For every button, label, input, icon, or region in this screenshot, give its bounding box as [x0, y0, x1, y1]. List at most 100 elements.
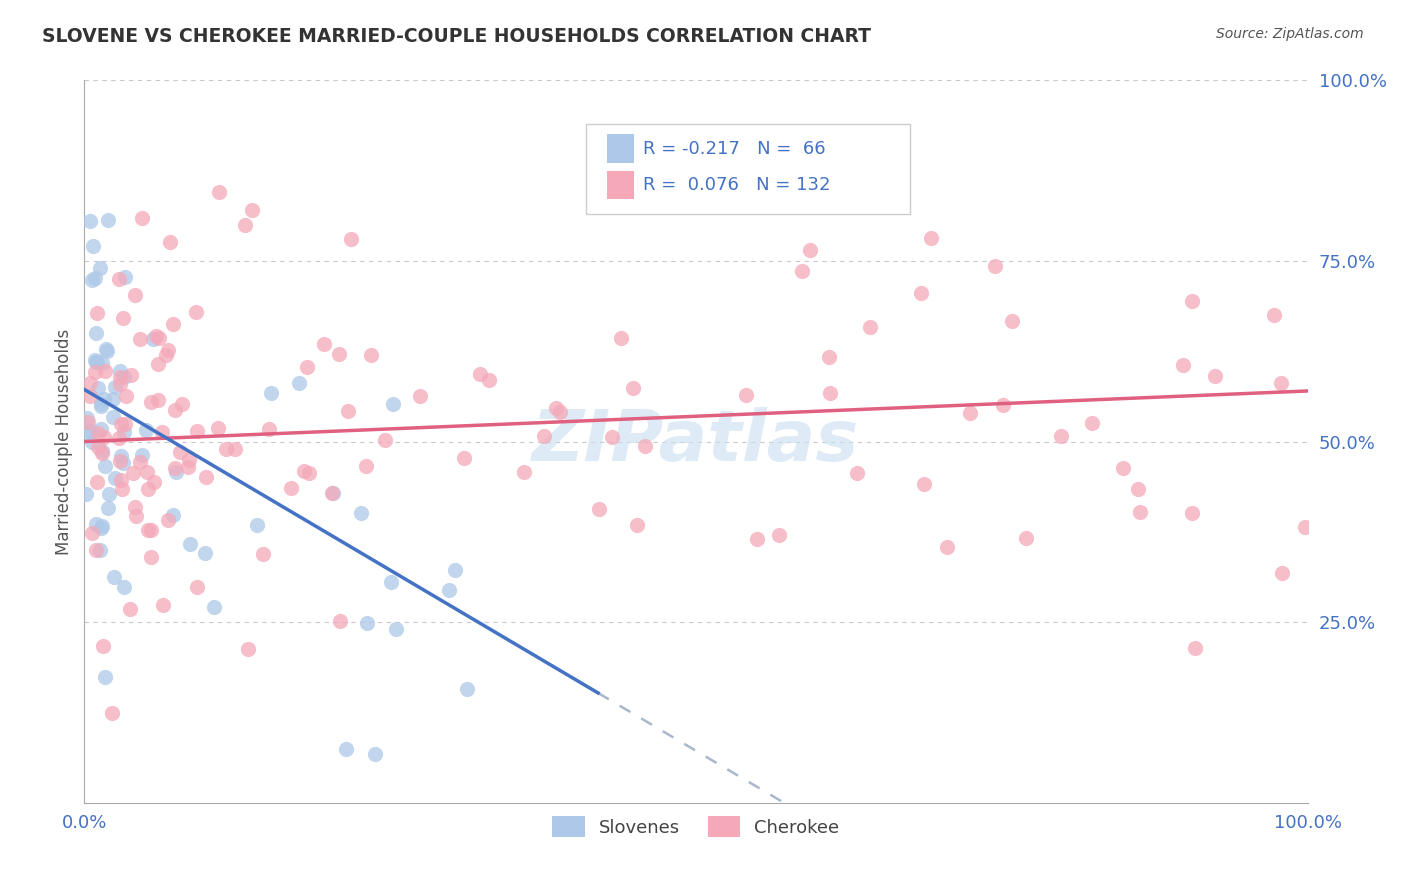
Point: [112, 425, 135, 439]
Point: [384, 623, 406, 637]
Point: [1204, 368, 1226, 383]
Point: [155, 348, 177, 362]
Point: [103, 392, 125, 407]
Point: [79, 424, 101, 438]
Point: [150, 425, 173, 440]
Point: [79, 214, 101, 228]
Point: [94, 342, 117, 356]
Point: [1080, 416, 1102, 430]
Point: [1128, 483, 1150, 497]
Point: [240, 203, 263, 218]
Point: [131, 211, 153, 225]
Point: [176, 460, 198, 475]
Point: [77, 425, 100, 439]
Point: [122, 466, 145, 480]
Point: [93, 392, 115, 407]
Text: SLOVENE VS CHEROKEE MARRIED-COUPLE HOUSEHOLDS CORRELATION CHART: SLOVENE VS CHEROKEE MARRIED-COUPLE HOUSE…: [42, 27, 872, 45]
Point: [82, 525, 104, 540]
Point: [111, 310, 134, 325]
Point: [845, 466, 868, 480]
Point: [329, 614, 352, 628]
Point: [195, 470, 218, 484]
Point: [104, 471, 127, 485]
Point: [86, 306, 108, 320]
Point: [818, 386, 841, 401]
Point: [984, 260, 1007, 274]
Point: [96, 500, 118, 515]
Point: [114, 417, 136, 431]
Point: [374, 433, 396, 447]
Point: [79, 376, 101, 390]
Point: [79, 388, 101, 402]
Point: [1181, 506, 1204, 520]
Point: [621, 381, 644, 395]
Point: [97, 486, 120, 500]
Point: [910, 286, 932, 301]
Point: [131, 448, 153, 462]
Point: [103, 409, 125, 424]
Y-axis label: Married-couple Households: Married-couple Households: [55, 328, 73, 555]
Point: [76, 410, 98, 425]
Point: [165, 465, 187, 479]
Point: [340, 232, 363, 246]
Point: [624, 131, 647, 145]
Point: [360, 348, 382, 362]
Point: [186, 424, 208, 438]
Point: [297, 466, 319, 480]
Point: [1015, 532, 1038, 546]
Point: [456, 682, 478, 697]
Point: [215, 442, 238, 456]
Point: [1112, 461, 1135, 475]
Point: [136, 523, 159, 537]
Point: [588, 502, 610, 516]
Point: [920, 231, 942, 245]
Bar: [606, 170, 634, 200]
Point: [186, 580, 208, 594]
Point: [75, 486, 97, 500]
Point: [114, 269, 136, 284]
Point: [108, 376, 131, 391]
Point: [533, 429, 555, 443]
Point: [817, 350, 839, 364]
Point: [437, 582, 460, 597]
Point: [101, 706, 124, 720]
Point: [146, 393, 169, 408]
Point: [335, 742, 357, 756]
Point: [1270, 376, 1292, 390]
Point: [111, 482, 134, 496]
Point: [768, 527, 790, 541]
Point: [179, 537, 201, 551]
Point: [139, 394, 162, 409]
Point: [94, 670, 117, 684]
Point: [364, 747, 387, 762]
Point: [90, 519, 112, 533]
Point: [208, 185, 231, 199]
Point: [409, 389, 432, 403]
Point: [108, 272, 131, 286]
Point: [1000, 314, 1022, 328]
Point: [513, 465, 536, 479]
Point: [143, 475, 166, 490]
Point: [634, 439, 657, 453]
Point: [135, 423, 157, 437]
Point: [468, 367, 491, 381]
Point: [991, 398, 1014, 412]
Point: [169, 445, 191, 459]
Point: [148, 357, 170, 371]
Point: [959, 406, 981, 420]
Point: [108, 454, 131, 468]
Point: [165, 460, 187, 475]
Point: [734, 388, 756, 402]
Point: [550, 405, 572, 419]
Point: [152, 598, 174, 612]
Point: [257, 422, 280, 436]
Point: [94, 364, 117, 378]
Point: [224, 442, 246, 456]
Point: [96, 344, 118, 359]
Point: [936, 540, 959, 554]
Point: [91, 356, 114, 370]
Point: [89, 261, 111, 276]
Text: R =  0.076   N = 132: R = 0.076 N = 132: [644, 176, 831, 194]
Point: [1173, 359, 1195, 373]
Point: [136, 465, 159, 479]
